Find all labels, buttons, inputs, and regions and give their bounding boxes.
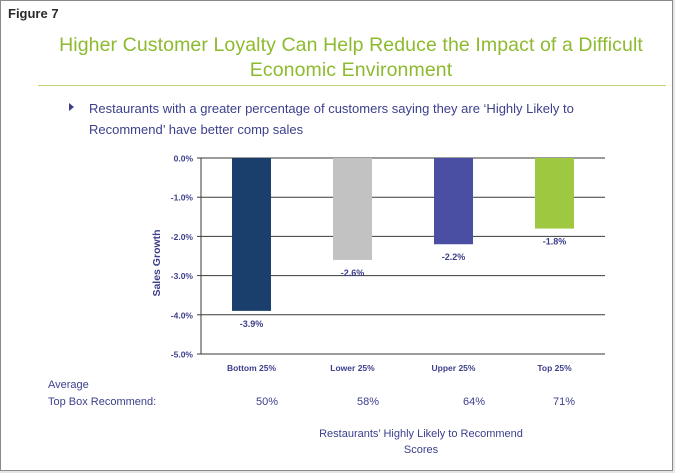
top-box-value: 58% [356,396,380,408]
data-label: -2.6% [341,268,365,278]
top-box-label-line2: Top Box Recommend: [48,396,157,408]
chart-title: Higher Customer Loyalty Can Help Reduce … [59,34,643,81]
data-label: -1.8% [543,237,567,247]
top-box-value: 64% [462,396,486,408]
data-label: -3.9% [240,319,264,329]
bar [535,158,574,229]
bullet-text: Restaurants with a greater percentage of… [89,101,574,137]
y-tick-label: -3.0% [171,271,194,281]
x-tick-label: Top 25% [537,363,572,373]
x-axis-label: Restaurants’ Highly Likely to Recommend … [271,426,571,458]
bar [232,158,271,311]
figure-label: Figure 7 [8,6,59,21]
value-labels: -3.9% -2.6% -2.2% -1.8% [240,237,567,329]
y-tick-label: -5.0% [171,350,194,360]
x-tick-label: Bottom 25% [227,363,277,373]
y-tick-label: -4.0% [171,310,194,320]
axes [197,157,605,355]
y-tick-label: -1.0% [171,193,194,203]
data-label: -2.2% [442,252,466,262]
bar [333,158,372,260]
y-tick-label: 0.0% [174,154,194,164]
y-axis-label: Sales Growth [151,229,163,296]
bars [232,158,574,311]
x-tick-labels: Bottom 25% Lower 25% Upper 25% Top 25% [227,363,572,373]
title-divider [38,85,666,86]
x-tick-label: Upper 25% [432,363,476,373]
bullet-arrow-icon [69,103,74,111]
x-axis-label-line1: Restaurants’ Highly Likely to Recommend [319,428,523,440]
y-tick-label: -2.0% [171,232,194,242]
top-box-label-line1: Average [48,379,89,391]
top-box-value: 50% [255,396,279,408]
y-tick-labels: 0.0% -1.0% -2.0% -3.0% -4.0% -5.0% [171,154,194,360]
x-axis-label-line2: Scores [403,444,439,456]
x-tick-label: Lower 25% [330,363,375,373]
bar [434,158,473,245]
top-box-value: 71% [552,396,576,408]
